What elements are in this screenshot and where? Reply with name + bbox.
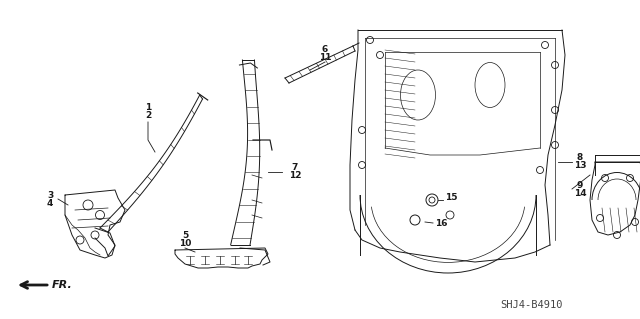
Text: 2: 2	[145, 112, 151, 121]
Text: SHJ4-B4910: SHJ4-B4910	[500, 300, 563, 310]
Text: 3: 3	[47, 190, 53, 199]
Text: 12: 12	[289, 172, 301, 181]
Text: 8: 8	[577, 153, 583, 162]
Text: 16: 16	[435, 219, 447, 227]
Text: 6: 6	[322, 46, 328, 55]
Text: 7: 7	[292, 164, 298, 173]
Text: 14: 14	[573, 189, 586, 197]
Text: 9: 9	[577, 181, 583, 189]
Text: 10: 10	[179, 239, 191, 248]
Text: 1: 1	[145, 103, 151, 113]
Text: FR.: FR.	[52, 280, 73, 290]
Text: 4: 4	[47, 198, 53, 207]
Text: 15: 15	[445, 194, 458, 203]
Text: 13: 13	[573, 161, 586, 170]
Text: 5: 5	[182, 231, 188, 240]
Text: 11: 11	[319, 54, 332, 63]
